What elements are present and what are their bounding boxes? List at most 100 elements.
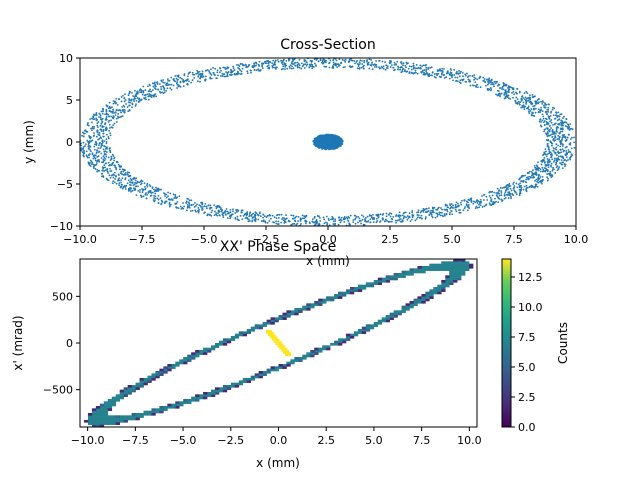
scatter-point bbox=[187, 75, 189, 78]
scatter-point bbox=[99, 128, 102, 131]
scatter-point bbox=[334, 143, 337, 147]
heatmap-cell bbox=[199, 350, 204, 353]
heatmap-cell bbox=[246, 329, 252, 332]
scatter-point bbox=[110, 157, 113, 160]
heatmap-cell bbox=[338, 340, 343, 344]
scatter-point bbox=[96, 168, 99, 171]
heatmap-cell bbox=[123, 420, 128, 423]
heatmap-cell bbox=[266, 368, 271, 372]
heatmap-cell bbox=[127, 415, 132, 418]
heatmap-cell bbox=[290, 312, 295, 316]
heatmap-cell bbox=[87, 420, 93, 423]
scatter-point bbox=[537, 110, 540, 113]
scatter-point bbox=[156, 187, 159, 190]
scatter-point bbox=[558, 118, 561, 121]
heatmap-cell bbox=[433, 289, 438, 292]
scatter-point bbox=[555, 166, 558, 169]
scatter-point bbox=[219, 207, 222, 210]
heatmap-cell bbox=[298, 308, 303, 311]
heatmap-cell bbox=[457, 275, 462, 278]
scatter-point bbox=[96, 118, 99, 121]
scatter-point bbox=[253, 62, 255, 65]
scatter-point bbox=[544, 161, 546, 164]
heatmap-cell bbox=[95, 417, 101, 421]
scatter-point bbox=[565, 138, 568, 141]
scatter-point bbox=[252, 212, 255, 215]
heatmap-cell bbox=[107, 401, 113, 404]
scatter-point bbox=[275, 217, 278, 220]
scatter-point bbox=[357, 215, 360, 218]
scatter-point bbox=[351, 59, 354, 62]
scatter-point bbox=[305, 61, 308, 63]
scatter-point bbox=[282, 58, 285, 61]
scatter-point bbox=[271, 214, 274, 217]
heatmap-cell bbox=[326, 296, 331, 299]
scatter-point bbox=[111, 106, 113, 109]
scatter-point bbox=[525, 178, 527, 181]
scatter-point bbox=[332, 138, 335, 141]
scatter-point bbox=[119, 116, 121, 119]
scatter-point bbox=[209, 204, 212, 207]
scatter-point bbox=[536, 180, 538, 183]
scatter-point bbox=[103, 164, 106, 166]
scatter-point bbox=[102, 132, 105, 135]
scatter-point bbox=[468, 80, 470, 83]
scatter-point bbox=[475, 205, 478, 208]
heatmap-cell bbox=[278, 317, 283, 320]
heatmap-cell bbox=[151, 408, 156, 411]
heatmap-cell bbox=[226, 385, 232, 388]
scatter-point bbox=[96, 131, 99, 134]
heatmap-cell bbox=[401, 305, 406, 309]
scatter-point bbox=[303, 67, 306, 69]
scatter-point bbox=[525, 184, 528, 187]
scatter-point bbox=[495, 194, 498, 197]
heatmap-cell bbox=[353, 333, 359, 337]
scatter-point bbox=[516, 92, 518, 95]
scatter-point bbox=[126, 182, 129, 185]
heatmap-cell bbox=[111, 399, 117, 402]
scatter-point bbox=[174, 202, 177, 205]
scatter-point bbox=[560, 163, 563, 165]
scatter-point bbox=[396, 68, 399, 71]
heatmap-cell bbox=[405, 303, 410, 306]
scatter-point bbox=[426, 210, 429, 213]
heatmap-cell bbox=[195, 396, 200, 400]
scatter-point bbox=[176, 201, 179, 203]
scatter-point bbox=[204, 75, 207, 78]
scatter-point bbox=[194, 209, 197, 212]
scatter-point bbox=[172, 193, 175, 196]
scatter-point bbox=[439, 68, 441, 71]
scatter-point bbox=[139, 189, 141, 191]
heatmap-cell bbox=[159, 373, 164, 376]
scatter-point bbox=[123, 100, 126, 103]
scatter-point bbox=[500, 198, 503, 201]
scatter-point bbox=[391, 218, 394, 221]
scatter-point bbox=[282, 219, 285, 222]
scatter-point bbox=[172, 84, 175, 87]
scatter-point bbox=[502, 88, 505, 91]
scatter-point bbox=[171, 199, 174, 201]
scatter-point bbox=[134, 181, 137, 184]
heatmap-cell bbox=[238, 331, 244, 334]
scatter-point bbox=[478, 203, 480, 206]
heatmap-cell bbox=[282, 312, 287, 316]
scatter-point bbox=[459, 72, 462, 75]
x-tick-label: 2.5 bbox=[381, 233, 399, 246]
scatter-point bbox=[499, 186, 502, 189]
scatter-point bbox=[377, 213, 380, 216]
heatmap-cell bbox=[155, 410, 160, 414]
scatter-point bbox=[97, 159, 100, 162]
scatter-point bbox=[273, 63, 276, 66]
scatter-point bbox=[274, 59, 277, 62]
heatmap-cell bbox=[103, 401, 109, 404]
scatter-point bbox=[137, 190, 140, 192]
scatter-point bbox=[84, 143, 87, 146]
heatmap-cell bbox=[338, 343, 343, 346]
scatter-point bbox=[224, 66, 226, 69]
scatter-point bbox=[209, 206, 212, 209]
heatmap-cell bbox=[119, 394, 124, 397]
scatter-point bbox=[93, 114, 96, 117]
scatter-point bbox=[507, 191, 510, 194]
scatter-point bbox=[113, 115, 115, 118]
scatter-point bbox=[543, 159, 545, 162]
